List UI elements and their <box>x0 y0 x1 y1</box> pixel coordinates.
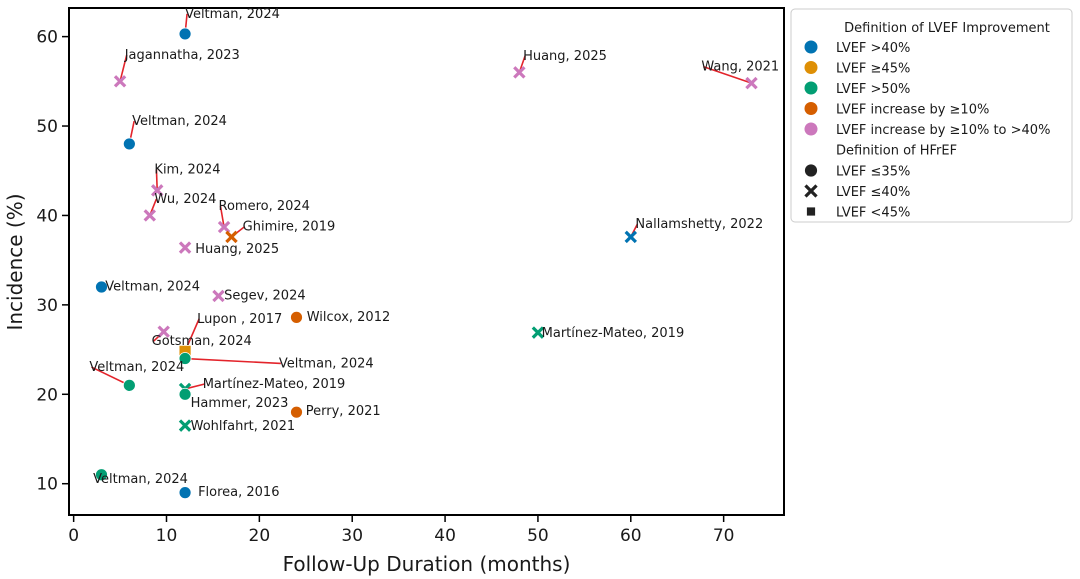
x-tick-label: 70 <box>713 526 735 546</box>
legend-item-lvef: LVEF increase by ≥10% to >40% <box>836 123 1050 138</box>
plot-frame <box>68 7 785 516</box>
point-label: Veltman, 2024 <box>89 360 184 375</box>
data-point <box>178 387 192 401</box>
x-tick-label: 10 <box>156 526 178 546</box>
annotation-line <box>219 205 225 228</box>
data-point <box>178 486 192 500</box>
data-point <box>217 220 231 234</box>
point-label: Veltman, 2024 <box>93 472 188 487</box>
x-tick-label: 40 <box>434 526 456 546</box>
point-label: Huang, 2025 <box>195 242 279 257</box>
data-point <box>122 137 136 151</box>
annotation-line <box>119 54 128 82</box>
point-label: Wohlfahrt, 2021 <box>191 419 295 434</box>
data-point <box>531 326 545 339</box>
point-label: Veltman, 2024 <box>279 356 374 371</box>
point-label: Martínez-Mateo, 2019 <box>542 326 685 341</box>
point-label: Martínez-Mateo, 2019 <box>203 377 346 392</box>
x-axis-title: Follow-Up Duration (months) <box>283 552 571 576</box>
y-tick-label: 10 <box>36 475 58 495</box>
legend-item-lvef: LVEF >50% <box>836 82 910 97</box>
point-label: Wu, 2024 <box>154 192 216 207</box>
x-tick-label: 30 <box>341 526 363 546</box>
legend-swatch <box>804 81 818 95</box>
point-label: Nallamshetty, 2022 <box>635 217 763 232</box>
data-point <box>150 184 164 197</box>
y-axis-title: Incidence (%) <box>3 193 27 330</box>
data-point <box>178 27 192 41</box>
y-tick-label: 20 <box>36 385 58 405</box>
data-point <box>624 230 638 244</box>
legend-marker <box>804 184 818 198</box>
point-label: Segev, 2024 <box>224 289 306 304</box>
data-point <box>225 230 238 244</box>
point-label: Veltman, 2024 <box>105 280 200 295</box>
annotation-line <box>91 366 130 387</box>
point-label: Wang, 2021 <box>701 60 779 75</box>
data-point <box>178 352 192 365</box>
legend-item-lvef: LVEF ≥45% <box>836 62 910 77</box>
legend-item-hfref: LVEF ≤40% <box>836 185 910 200</box>
y-tick-label: 40 <box>36 206 58 226</box>
annotation-line <box>703 65 752 84</box>
y-tick-label: 50 <box>36 117 58 137</box>
y-axis: 10 20 30 40 50 60 <box>36 28 69 495</box>
legend-swatch <box>804 122 818 136</box>
legend-title-lvef: Definition of LVEF Improvement <box>844 21 1050 36</box>
data-point <box>113 75 127 88</box>
point-label: Huang, 2025 <box>523 49 607 64</box>
legend-swatch <box>804 40 818 54</box>
legend-item-lvef: LVEF >40% <box>836 41 910 56</box>
x-tick-label: 50 <box>527 526 549 546</box>
point-label: Lupon , 2017 <box>197 312 282 327</box>
x-tick-label: 20 <box>249 526 271 546</box>
point-label: Veltman, 2024 <box>185 7 280 22</box>
legend-item-hfref: LVEF <45% <box>836 206 910 221</box>
point-label: Wilcox, 2012 <box>307 310 391 325</box>
point-label: Romero, 2024 <box>219 199 310 214</box>
point-label: Gotsman, 2024 <box>152 334 252 349</box>
legend-swatch <box>804 61 818 74</box>
data-markers <box>95 27 758 500</box>
legend: Definition of LVEF Improvement LVEF >40% L… <box>790 8 1073 223</box>
data-point <box>178 241 192 254</box>
point-label: Hammer, 2023 <box>191 396 289 411</box>
point-label: Veltman, 2024 <box>132 114 227 129</box>
point-labels: Veltman, 2024 Jagannatha, 2023 Huang, 2025… <box>89 7 779 500</box>
legend-frame <box>790 8 1073 223</box>
legend-marker <box>806 206 816 217</box>
point-label: Florea, 2016 <box>198 485 279 500</box>
legend-title-hfref: Definition of HFrEF <box>836 144 957 159</box>
legend-marker <box>804 163 818 178</box>
data-point <box>212 289 225 303</box>
point-label: Perry, 2021 <box>306 404 381 419</box>
y-tick-label: 30 <box>36 296 58 316</box>
annotation-line <box>185 357 281 365</box>
legend-item-hfref: LVEF ≤35% <box>836 165 910 180</box>
x-tick-label: 60 <box>620 526 642 546</box>
legend-item-lvef: LVEF increase by ≥10% <box>836 103 989 118</box>
data-point <box>157 325 170 338</box>
point-label: Ghimire, 2019 <box>243 220 336 235</box>
data-point <box>143 209 157 222</box>
point-label: Kim, 2024 <box>154 162 220 177</box>
data-point <box>745 76 758 90</box>
x-tick-label: 0 <box>68 526 79 546</box>
point-label: Jagannatha, 2023 <box>124 48 240 63</box>
data-point <box>122 378 136 392</box>
annotation-line <box>155 169 159 191</box>
data-point <box>95 468 108 482</box>
annotation-line <box>184 383 205 390</box>
data-point <box>178 419 192 432</box>
data-point <box>290 310 303 324</box>
x-axis: 0 10 20 30 40 50 60 70 <box>68 515 734 546</box>
data-point <box>290 405 303 419</box>
data-point <box>513 66 526 79</box>
y-tick-label: 60 <box>36 28 58 48</box>
data-point <box>95 280 108 294</box>
legend-swatch <box>804 102 818 115</box>
